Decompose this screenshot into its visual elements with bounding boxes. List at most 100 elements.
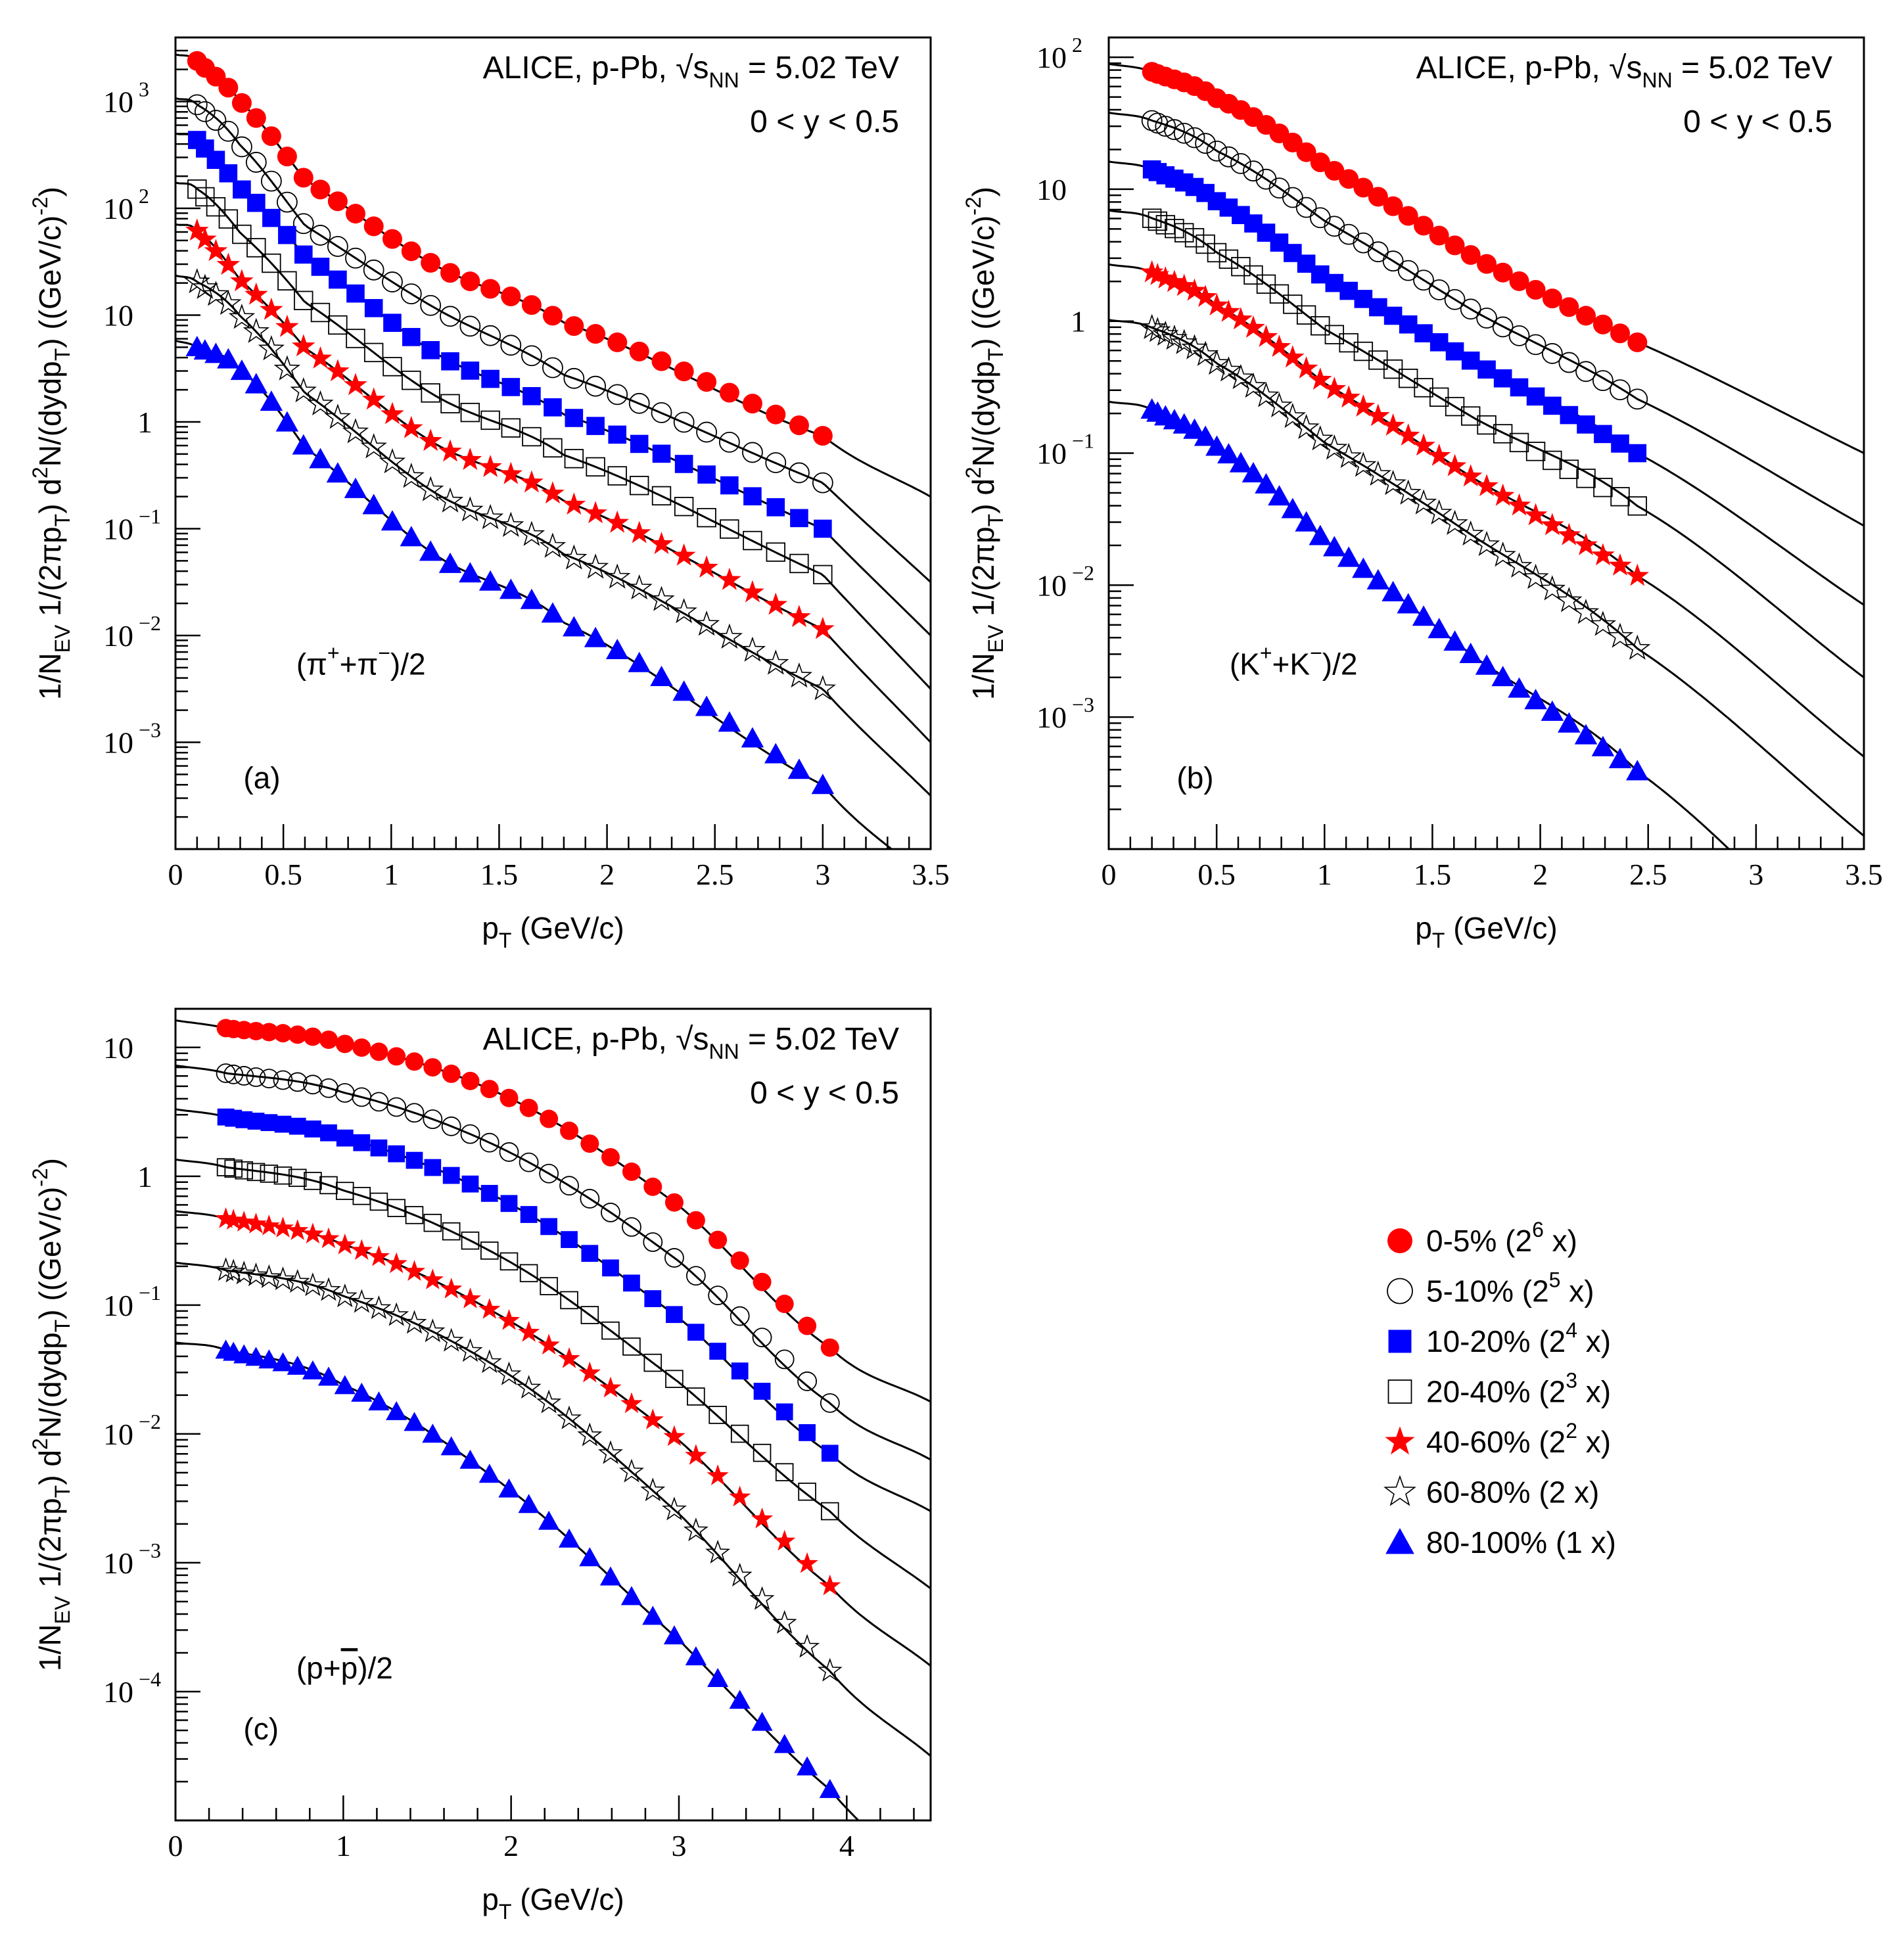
data-point <box>334 1375 356 1395</box>
data-point <box>245 152 267 173</box>
data-point <box>230 269 254 292</box>
data-point <box>478 455 502 477</box>
data-point <box>362 494 385 515</box>
data-point <box>563 367 585 389</box>
data-point <box>278 225 296 244</box>
data-point <box>1526 387 1545 406</box>
experiment-label: ALICE, p-Pb, √sNN = 5.02 TeV <box>1416 51 1832 92</box>
data-point <box>332 1283 358 1308</box>
data-point <box>789 415 809 436</box>
data-point <box>742 394 762 414</box>
data-point <box>743 530 762 551</box>
data-point <box>344 373 367 396</box>
data-point <box>697 465 716 484</box>
data-point <box>244 1213 267 1234</box>
data-point <box>539 532 567 558</box>
data-point <box>796 1552 818 1573</box>
data-point <box>260 1165 279 1183</box>
data-point <box>311 258 330 276</box>
data-point <box>618 1458 644 1483</box>
rapidity-label: 0 < y < 0.5 <box>750 104 899 139</box>
data-point <box>729 1690 751 1709</box>
data-point <box>795 1634 820 1658</box>
data-point <box>1592 370 1614 392</box>
data-point <box>585 375 607 397</box>
data-point <box>716 623 743 649</box>
data-point <box>256 1264 282 1288</box>
data-point <box>1181 334 1208 359</box>
data-point <box>674 455 693 473</box>
legend-marker <box>1388 1329 1412 1353</box>
series-0-5% <box>175 1019 931 1403</box>
data-point <box>1627 332 1648 352</box>
data-point <box>516 1375 542 1399</box>
x-tick-label: 3 <box>672 1829 687 1862</box>
data-point <box>695 695 718 716</box>
data-point <box>1172 273 1196 296</box>
y-tick-label: 10 2 <box>103 184 149 225</box>
data-point <box>1627 496 1648 516</box>
data-point <box>317 1227 340 1249</box>
x-tick-label: 3 <box>1748 858 1763 891</box>
data-point <box>666 1306 683 1324</box>
data-point <box>739 636 766 662</box>
data-point <box>1152 320 1179 346</box>
data-point <box>752 1328 772 1348</box>
data-point <box>290 377 317 403</box>
data-point <box>522 427 542 447</box>
data-point <box>481 369 499 388</box>
data-point <box>206 197 226 217</box>
data-point <box>520 470 544 493</box>
data-point <box>753 1443 772 1462</box>
fit-curve <box>175 1341 860 1820</box>
data-point <box>764 592 788 615</box>
data-point <box>1353 177 1374 198</box>
data-point <box>696 421 718 443</box>
y-tick-label: 10 −3 <box>103 718 161 760</box>
data-point <box>459 1449 481 1469</box>
data-point <box>601 1147 620 1167</box>
fit-curve <box>175 97 931 583</box>
data-point <box>561 544 588 570</box>
data-point <box>708 1406 727 1424</box>
data-point <box>538 1510 560 1530</box>
data-point <box>438 552 462 573</box>
data-point <box>421 383 440 403</box>
data-point <box>544 398 562 417</box>
data-point <box>307 390 334 416</box>
series-20-40% <box>1109 208 1864 679</box>
data-point <box>543 438 563 458</box>
data-point <box>262 208 281 227</box>
data-point <box>243 317 270 343</box>
data-point <box>742 442 763 463</box>
data-point <box>1413 269 1434 291</box>
data-point <box>1510 378 1529 397</box>
y-tick-label: 10 −2 <box>103 611 161 653</box>
data-point <box>1426 499 1452 525</box>
data-point <box>420 1318 446 1343</box>
data-point <box>363 342 384 363</box>
data-point <box>499 1252 519 1271</box>
data-point <box>565 409 584 427</box>
data-point <box>774 1529 796 1551</box>
data-point <box>308 346 333 369</box>
data-point <box>329 270 347 289</box>
data-point <box>258 1214 280 1236</box>
data-point <box>245 1347 267 1366</box>
x-tick-label: 1 <box>1317 858 1332 891</box>
x-tick-label: 1 <box>384 858 399 891</box>
data-point <box>564 316 584 336</box>
data-point <box>294 290 313 310</box>
data-point <box>766 498 785 517</box>
data-point <box>607 332 628 352</box>
data-point <box>440 1278 463 1299</box>
data-point <box>317 1366 340 1386</box>
data-point <box>672 543 696 566</box>
data-point <box>730 1306 750 1326</box>
data-point <box>273 1070 293 1090</box>
data-point <box>1296 305 1316 325</box>
data-point <box>1163 269 1186 292</box>
data-point <box>218 120 239 142</box>
